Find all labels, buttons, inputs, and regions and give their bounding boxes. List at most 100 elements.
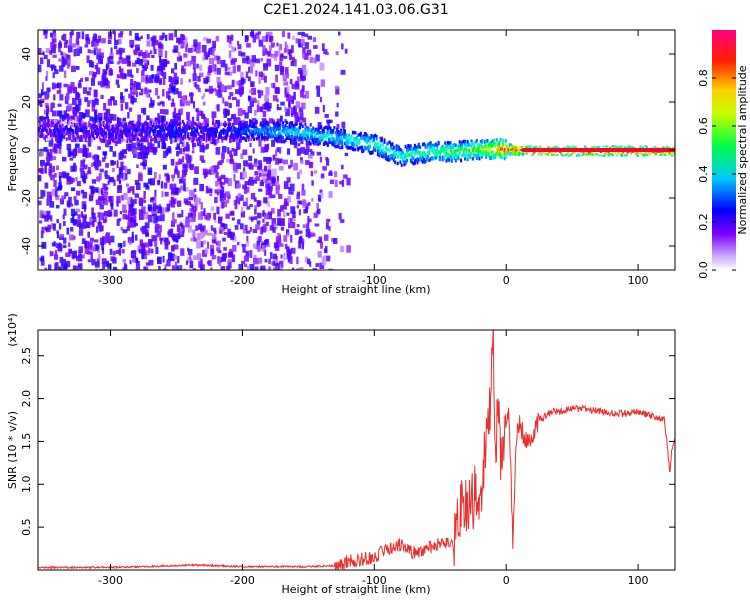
heatmap-cell bbox=[88, 87, 92, 91]
heatmap-cell bbox=[560, 153, 563, 155]
heatmap-cell bbox=[264, 125, 267, 129]
heatmap-cell bbox=[474, 154, 477, 158]
heatmap-cell bbox=[207, 188, 213, 193]
heatmap-cell bbox=[354, 147, 357, 152]
heatmap-cell bbox=[296, 194, 300, 200]
heatmap-cell bbox=[93, 239, 99, 243]
heatmap-cell bbox=[452, 152, 455, 156]
heatmap-cell bbox=[326, 158, 330, 166]
heatmap-cell bbox=[173, 130, 176, 134]
heatmap-cell bbox=[212, 234, 217, 242]
heatmap-cell bbox=[284, 91, 289, 98]
heatmap-cell bbox=[52, 72, 55, 79]
heatmap-cell bbox=[131, 207, 135, 216]
heatmap-cell bbox=[564, 154, 567, 156]
heatmap-cell bbox=[83, 173, 88, 180]
heatmap-cell bbox=[639, 146, 642, 149]
heatmap-cell bbox=[510, 145, 513, 150]
heatmap-cell bbox=[457, 148, 460, 152]
heatmap-cell bbox=[465, 147, 468, 151]
heatmap-cell bbox=[162, 78, 166, 85]
heatmap-cell bbox=[212, 140, 215, 144]
heatmap-cell bbox=[421, 155, 424, 159]
heatmap-cell bbox=[57, 186, 62, 191]
heatmap-cell bbox=[96, 131, 98, 135]
heatmap-cell bbox=[394, 155, 397, 159]
heatmap-cell bbox=[361, 149, 364, 154]
heatmap-cell bbox=[239, 223, 244, 230]
heatmap-cell bbox=[595, 153, 598, 156]
heatmap-cell bbox=[176, 134, 179, 138]
heatmap-cell bbox=[54, 69, 59, 74]
heatmap-cell bbox=[311, 138, 313, 142]
heatmap-cell bbox=[341, 179, 345, 187]
heatmap-cell bbox=[266, 50, 271, 55]
heatmap-cell bbox=[200, 230, 206, 238]
heatmap-cell bbox=[96, 125, 98, 129]
heatmap-cell bbox=[243, 126, 246, 131]
heatmap-cell bbox=[279, 44, 283, 51]
heatmap-cell bbox=[47, 152, 51, 157]
heatmap-cell bbox=[314, 223, 320, 227]
heatmap-cell bbox=[311, 198, 314, 202]
heatmap-cell bbox=[280, 140, 286, 144]
heatmap-cell bbox=[179, 55, 182, 61]
heatmap-cell bbox=[371, 134, 374, 139]
heatmap-cell bbox=[105, 163, 109, 168]
heatmap-cell bbox=[204, 247, 209, 255]
heatmap-cell bbox=[565, 153, 568, 156]
heatmap-cell bbox=[271, 127, 274, 131]
heatmap-cell bbox=[117, 84, 120, 88]
heatmap-cell bbox=[224, 231, 227, 235]
heatmap-cell bbox=[223, 193, 226, 200]
heatmap-cell bbox=[240, 71, 244, 78]
heatmap-cell bbox=[46, 198, 50, 206]
heatmap-cell bbox=[160, 70, 164, 77]
heatmap-cell bbox=[318, 236, 323, 243]
heatmap-cell bbox=[180, 128, 183, 133]
heatmap-cell bbox=[313, 134, 316, 139]
heatmap-cell bbox=[237, 41, 240, 45]
heatmap-cell bbox=[137, 151, 142, 159]
heatmap-cell bbox=[301, 32, 306, 36]
heatmap-cell bbox=[179, 223, 184, 227]
heatmap-cell bbox=[297, 137, 300, 141]
heatmap-cell bbox=[176, 137, 179, 141]
heatmap-cell bbox=[262, 176, 266, 184]
heatmap-cell bbox=[249, 227, 252, 232]
heatmap-cell bbox=[181, 210, 184, 217]
heatmap-cell bbox=[98, 128, 101, 132]
heatmap-cell bbox=[215, 172, 219, 179]
heatmap-cell bbox=[247, 162, 253, 168]
heatmap-cell bbox=[185, 100, 191, 106]
heatmap-cell bbox=[261, 265, 266, 270]
heatmap-cell bbox=[624, 146, 627, 149]
heatmap-cell bbox=[102, 219, 107, 224]
heatmap-cell bbox=[194, 137, 197, 141]
heatmap-cell bbox=[134, 198, 137, 204]
y-tick-label: 0 bbox=[20, 147, 33, 154]
heatmap-cell bbox=[263, 214, 269, 220]
heatmap-cell bbox=[353, 131, 356, 135]
heatmap-cell bbox=[145, 91, 149, 98]
heatmap-cell bbox=[386, 157, 389, 161]
heatmap-cell bbox=[219, 193, 224, 202]
heatmap-cell bbox=[152, 151, 157, 155]
heatmap-cell bbox=[216, 123, 218, 127]
heatmap-cell bbox=[130, 87, 133, 94]
heatmap-cell bbox=[264, 136, 267, 140]
heatmap-cell bbox=[420, 158, 423, 163]
heatmap-cell bbox=[154, 239, 158, 247]
heatmap-cell bbox=[404, 161, 407, 166]
heatmap-cell bbox=[87, 49, 91, 54]
heatmap-cell bbox=[150, 135, 153, 140]
heatmap-cell bbox=[288, 121, 291, 126]
heatmap-cell bbox=[284, 138, 287, 142]
heatmap-cell bbox=[78, 229, 84, 236]
heatmap-cell bbox=[328, 137, 331, 142]
heatmap-cell bbox=[242, 184, 247, 190]
heatmap-cell bbox=[164, 120, 167, 125]
heatmap-cell bbox=[107, 132, 110, 137]
heatmap-cell bbox=[121, 131, 124, 136]
heatmap-cell bbox=[55, 187, 59, 192]
